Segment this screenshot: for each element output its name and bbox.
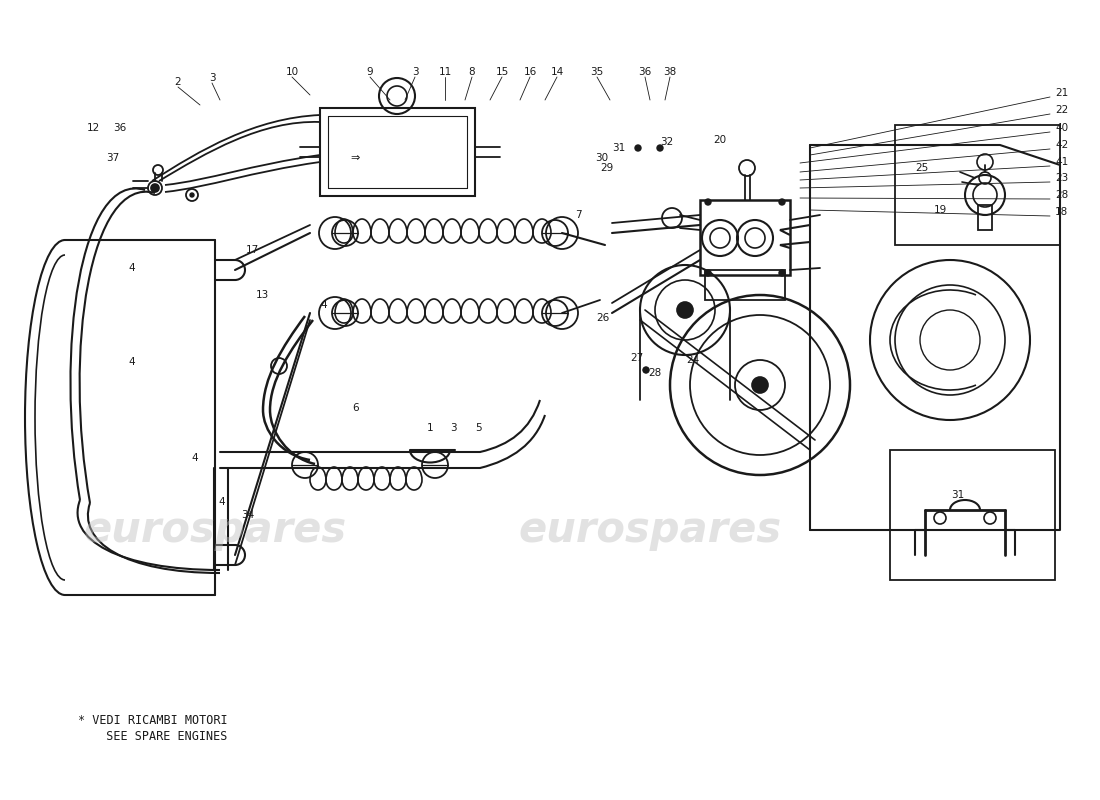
Text: 4: 4 [129, 263, 135, 273]
Text: 41: 41 [1055, 157, 1068, 167]
Circle shape [644, 367, 649, 373]
Circle shape [779, 270, 785, 276]
Text: 25: 25 [915, 163, 928, 173]
Text: 3: 3 [450, 423, 456, 433]
Text: 40: 40 [1055, 123, 1068, 133]
Text: 14: 14 [550, 67, 563, 77]
Circle shape [705, 270, 711, 276]
Text: 37: 37 [107, 153, 120, 163]
Text: 16: 16 [524, 67, 537, 77]
Text: eurospares: eurospares [518, 509, 782, 551]
Text: 26: 26 [596, 313, 609, 323]
Text: 10: 10 [285, 67, 298, 77]
Text: 31: 31 [613, 143, 626, 153]
Circle shape [752, 377, 768, 393]
Text: 36: 36 [113, 123, 127, 133]
Circle shape [657, 145, 663, 151]
Text: 19: 19 [934, 205, 947, 215]
Text: 4: 4 [219, 497, 225, 507]
Text: SEE SPARE ENGINES: SEE SPARE ENGINES [92, 730, 228, 743]
Circle shape [705, 199, 711, 205]
Text: 6: 6 [353, 403, 360, 413]
Text: 13: 13 [255, 290, 268, 300]
Text: 1: 1 [427, 423, 433, 433]
Bar [700, 200, 790, 275]
Text: 18: 18 [1055, 207, 1068, 217]
Text: 28: 28 [648, 368, 661, 378]
Text: 20: 20 [714, 135, 727, 145]
Text: ⇒: ⇒ [350, 153, 360, 163]
Text: 28: 28 [1055, 190, 1068, 200]
Text: 7: 7 [574, 210, 581, 220]
Circle shape [644, 367, 649, 373]
Text: 22: 22 [1055, 105, 1068, 115]
Text: 5: 5 [475, 423, 482, 433]
Text: 27: 27 [630, 353, 644, 363]
Text: 34: 34 [241, 510, 254, 520]
Text: 2: 2 [175, 77, 182, 87]
Text: 4: 4 [129, 357, 135, 367]
Text: 24: 24 [686, 355, 700, 365]
Text: 29: 29 [601, 163, 614, 173]
Bar [895, 125, 1060, 245]
Text: 38: 38 [663, 67, 676, 77]
Text: 3: 3 [411, 67, 418, 77]
Text: 15: 15 [495, 67, 508, 77]
Text: eurospares: eurospares [84, 509, 346, 551]
Text: 42: 42 [1055, 140, 1068, 150]
Text: 9: 9 [366, 67, 373, 77]
Text: 30: 30 [595, 153, 608, 163]
Circle shape [190, 193, 194, 197]
Text: 3: 3 [209, 73, 216, 83]
Text: 23: 23 [1055, 173, 1068, 183]
Text: 4: 4 [191, 453, 198, 463]
Text: 31: 31 [952, 490, 965, 500]
Circle shape [635, 145, 641, 151]
Bar [705, 270, 785, 300]
Text: 35: 35 [591, 67, 604, 77]
Text: 8: 8 [469, 67, 475, 77]
Bar [978, 205, 992, 230]
Text: 36: 36 [638, 67, 651, 77]
Bar [320, 108, 475, 196]
Bar [890, 450, 1055, 580]
Text: 17: 17 [245, 245, 258, 255]
Text: 4: 4 [321, 300, 328, 310]
Text: 12: 12 [87, 123, 100, 133]
Text: 11: 11 [439, 67, 452, 77]
Circle shape [779, 199, 785, 205]
Text: 21: 21 [1055, 88, 1068, 98]
Text: 32: 32 [660, 137, 673, 147]
Circle shape [676, 302, 693, 318]
Text: * VEDI RICAMBI MOTORI: * VEDI RICAMBI MOTORI [78, 714, 228, 726]
Circle shape [151, 184, 160, 192]
